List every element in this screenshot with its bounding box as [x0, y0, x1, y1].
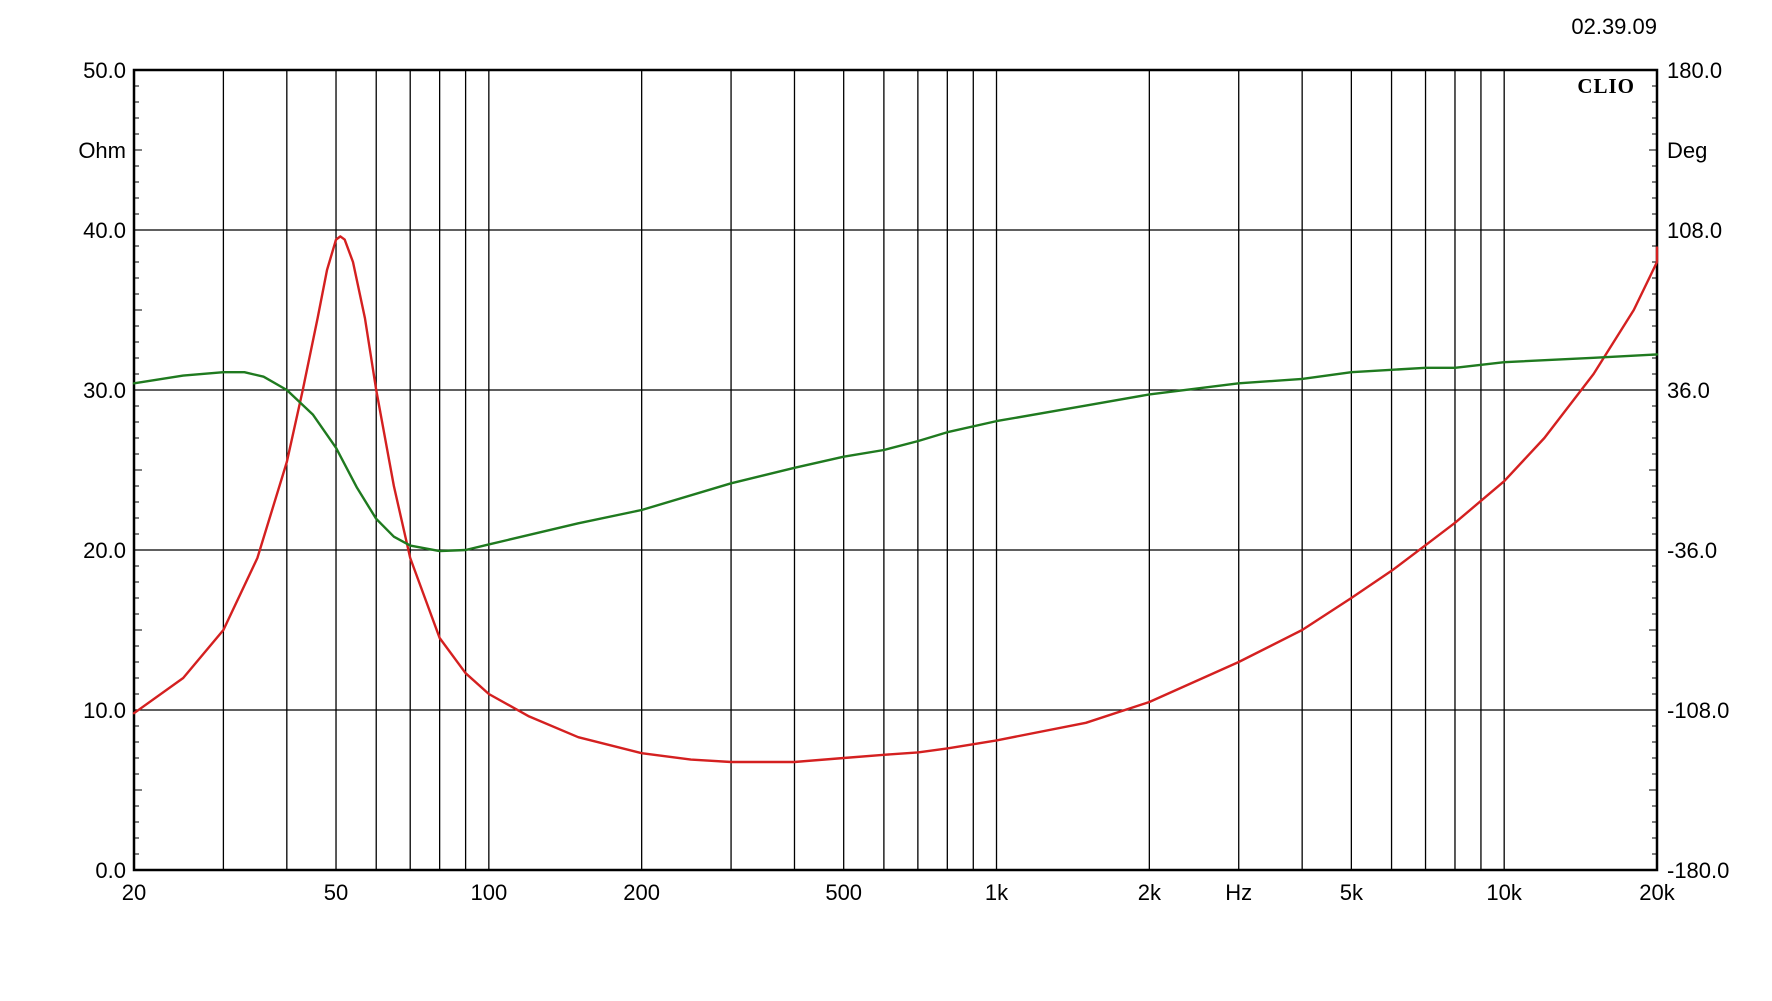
y-right-tick-label: -36.0: [1667, 538, 1717, 563]
clio-brand-logo: CLIO: [1577, 74, 1635, 98]
x-tick-label: 5k: [1340, 880, 1364, 905]
y-right-unit-label: Deg: [1667, 138, 1707, 163]
y-left-tick-label: 20.0: [83, 538, 126, 563]
y-left-tick-label: 10.0: [83, 698, 126, 723]
y-left-tick-label: 30.0: [83, 378, 126, 403]
x-tick-labels: 20 50 100 200 500 1k 2k 5k 10k 20k: [122, 880, 1676, 905]
x-tick-label: 10k: [1486, 880, 1522, 905]
x-tick-label: 20: [122, 880, 146, 905]
x-tick-label: 100: [470, 880, 507, 905]
y-right-tick-label: -108.0: [1667, 698, 1729, 723]
timestamp: 02.39.09: [1571, 14, 1657, 39]
y-left-unit-label: Ohm: [78, 138, 126, 163]
y-right-tick-labels: -180.0 -108.0 -36.0 36.0 108.0 180.0: [1667, 58, 1729, 883]
phase-curve: [132, 353, 1659, 553]
series-lines: [132, 235, 1659, 764]
y-left-tick-label: 40.0: [83, 218, 126, 243]
x-tick-label: 2k: [1138, 880, 1162, 905]
y-right-tick-label: 36.0: [1667, 378, 1710, 403]
x-tick-label: 200: [623, 880, 660, 905]
grid-lines: [134, 70, 1657, 870]
y-right-tick-label: 180.0: [1667, 58, 1722, 83]
y-left-tick-label: 50.0: [83, 58, 126, 83]
y-left-tick-label: 0.0: [95, 858, 126, 883]
x-tick-label: 20k: [1639, 880, 1675, 905]
plot-frame: [132, 68, 1659, 872]
x-tick-label: 50: [324, 880, 348, 905]
x-tick-label: 500: [825, 880, 862, 905]
impedance-curve: [132, 235, 1659, 764]
y-left-tick-labels: 0.0 10.0 20.0 30.0 40.0 50.0: [83, 58, 126, 883]
y-right-tick-label: -180.0: [1667, 858, 1729, 883]
y-right-tick-label: 108.0: [1667, 218, 1722, 243]
x-unit-label: Hz: [1225, 880, 1252, 905]
x-tick-label: 1k: [985, 880, 1009, 905]
